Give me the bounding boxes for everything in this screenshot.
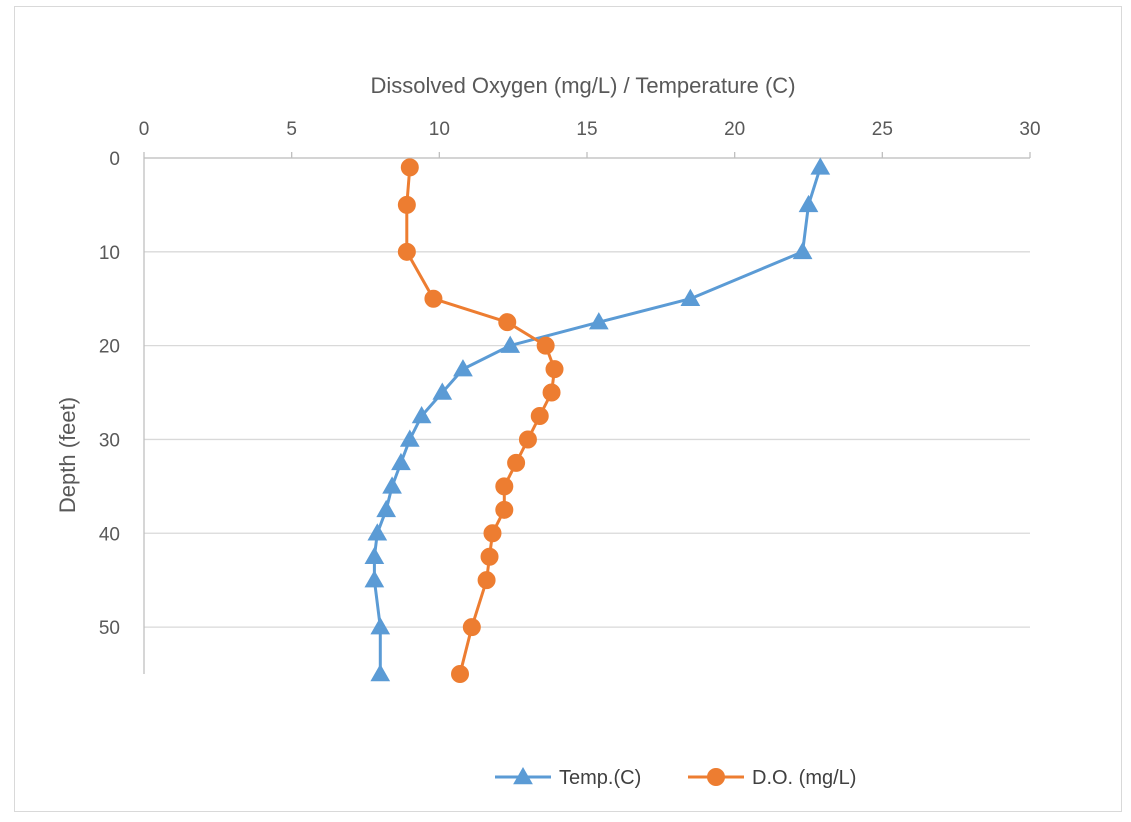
data-point-1-8 [530,407,549,425]
x-tick-label-20: 20 [724,119,745,140]
gridlines [144,157,1030,628]
data-point-0-0 [810,157,831,175]
data-point-0-1 [798,194,819,213]
data-point-1-3 [424,289,443,308]
legend-marker-1 [707,768,725,786]
data-point-0-10 [391,452,411,471]
x-tick-label-0: 0 [139,119,150,140]
data-point-0-9 [399,429,420,447]
series-0 [364,157,831,682]
data-point-0-8 [411,405,432,424]
axes: 0 10 20 30 40 50 0 5 10 15 20 25 30 [99,119,1041,674]
y-tick-label-30: 30 [99,430,120,451]
data-point-0-13 [367,523,388,541]
y-tick-label-20: 20 [99,337,120,358]
data-point-0-7 [432,382,453,400]
data-point-0-12 [376,499,397,518]
legend: Temp.(C) D.O. (mg/L) [495,766,856,789]
data-point-0-17 [370,663,391,682]
data-point-1-0 [400,158,419,177]
series-line-0 [372,166,822,674]
data-point-0-2 [792,241,813,260]
data-point-1-4 [498,313,517,332]
data-point-1-17 [451,665,470,683]
data-point-0-6 [453,359,473,377]
y-tick-label-0: 0 [109,149,120,170]
data-point-0-11 [382,476,402,494]
x-tick-label-25: 25 [872,119,893,140]
data-point-0-3 [680,288,701,306]
y-tick-label-10: 10 [99,243,120,264]
y-tick-label-50: 50 [99,618,120,639]
chart-frame [14,6,1122,812]
data-point-0-5 [500,335,521,353]
x-tick-label-30: 30 [1019,119,1040,140]
data-point-1-9 [518,430,537,449]
data-point-0-4 [588,312,609,330]
legend-label-1: D.O. (mg/L) [752,767,856,789]
legend-marker-0 [513,766,533,785]
data-point-0-16 [370,617,391,635]
x-tick-label-5: 5 [286,119,297,140]
data-point-1-2 [397,242,416,261]
data-point-1-15 [477,571,496,590]
y-tick-label-40: 40 [99,524,120,545]
data-point-1-6 [545,360,564,379]
data-point-1-12 [495,500,514,519]
data-point-1-5 [536,336,555,355]
series-1 [397,158,564,683]
data-point-1-13 [483,524,502,543]
data-point-1-7 [542,383,561,402]
plot-series [364,157,831,683]
data-point-1-14 [480,547,499,566]
data-point-1-10 [507,453,526,472]
data-point-0-15 [364,570,385,588]
x-axis-title: Dissolved Oxygen (mg/L) / Temperature (C… [370,73,795,98]
data-point-1-16 [462,618,481,637]
data-point-0-14 [364,546,385,564]
x-tick-label-10: 10 [429,119,450,140]
data-point-1-1 [397,195,416,214]
x-tick-label-15: 15 [576,119,597,140]
legend-label-0: Temp.(C) [559,767,641,789]
data-point-1-11 [495,477,514,496]
y-axis-title: Depth (feet) [55,397,80,513]
